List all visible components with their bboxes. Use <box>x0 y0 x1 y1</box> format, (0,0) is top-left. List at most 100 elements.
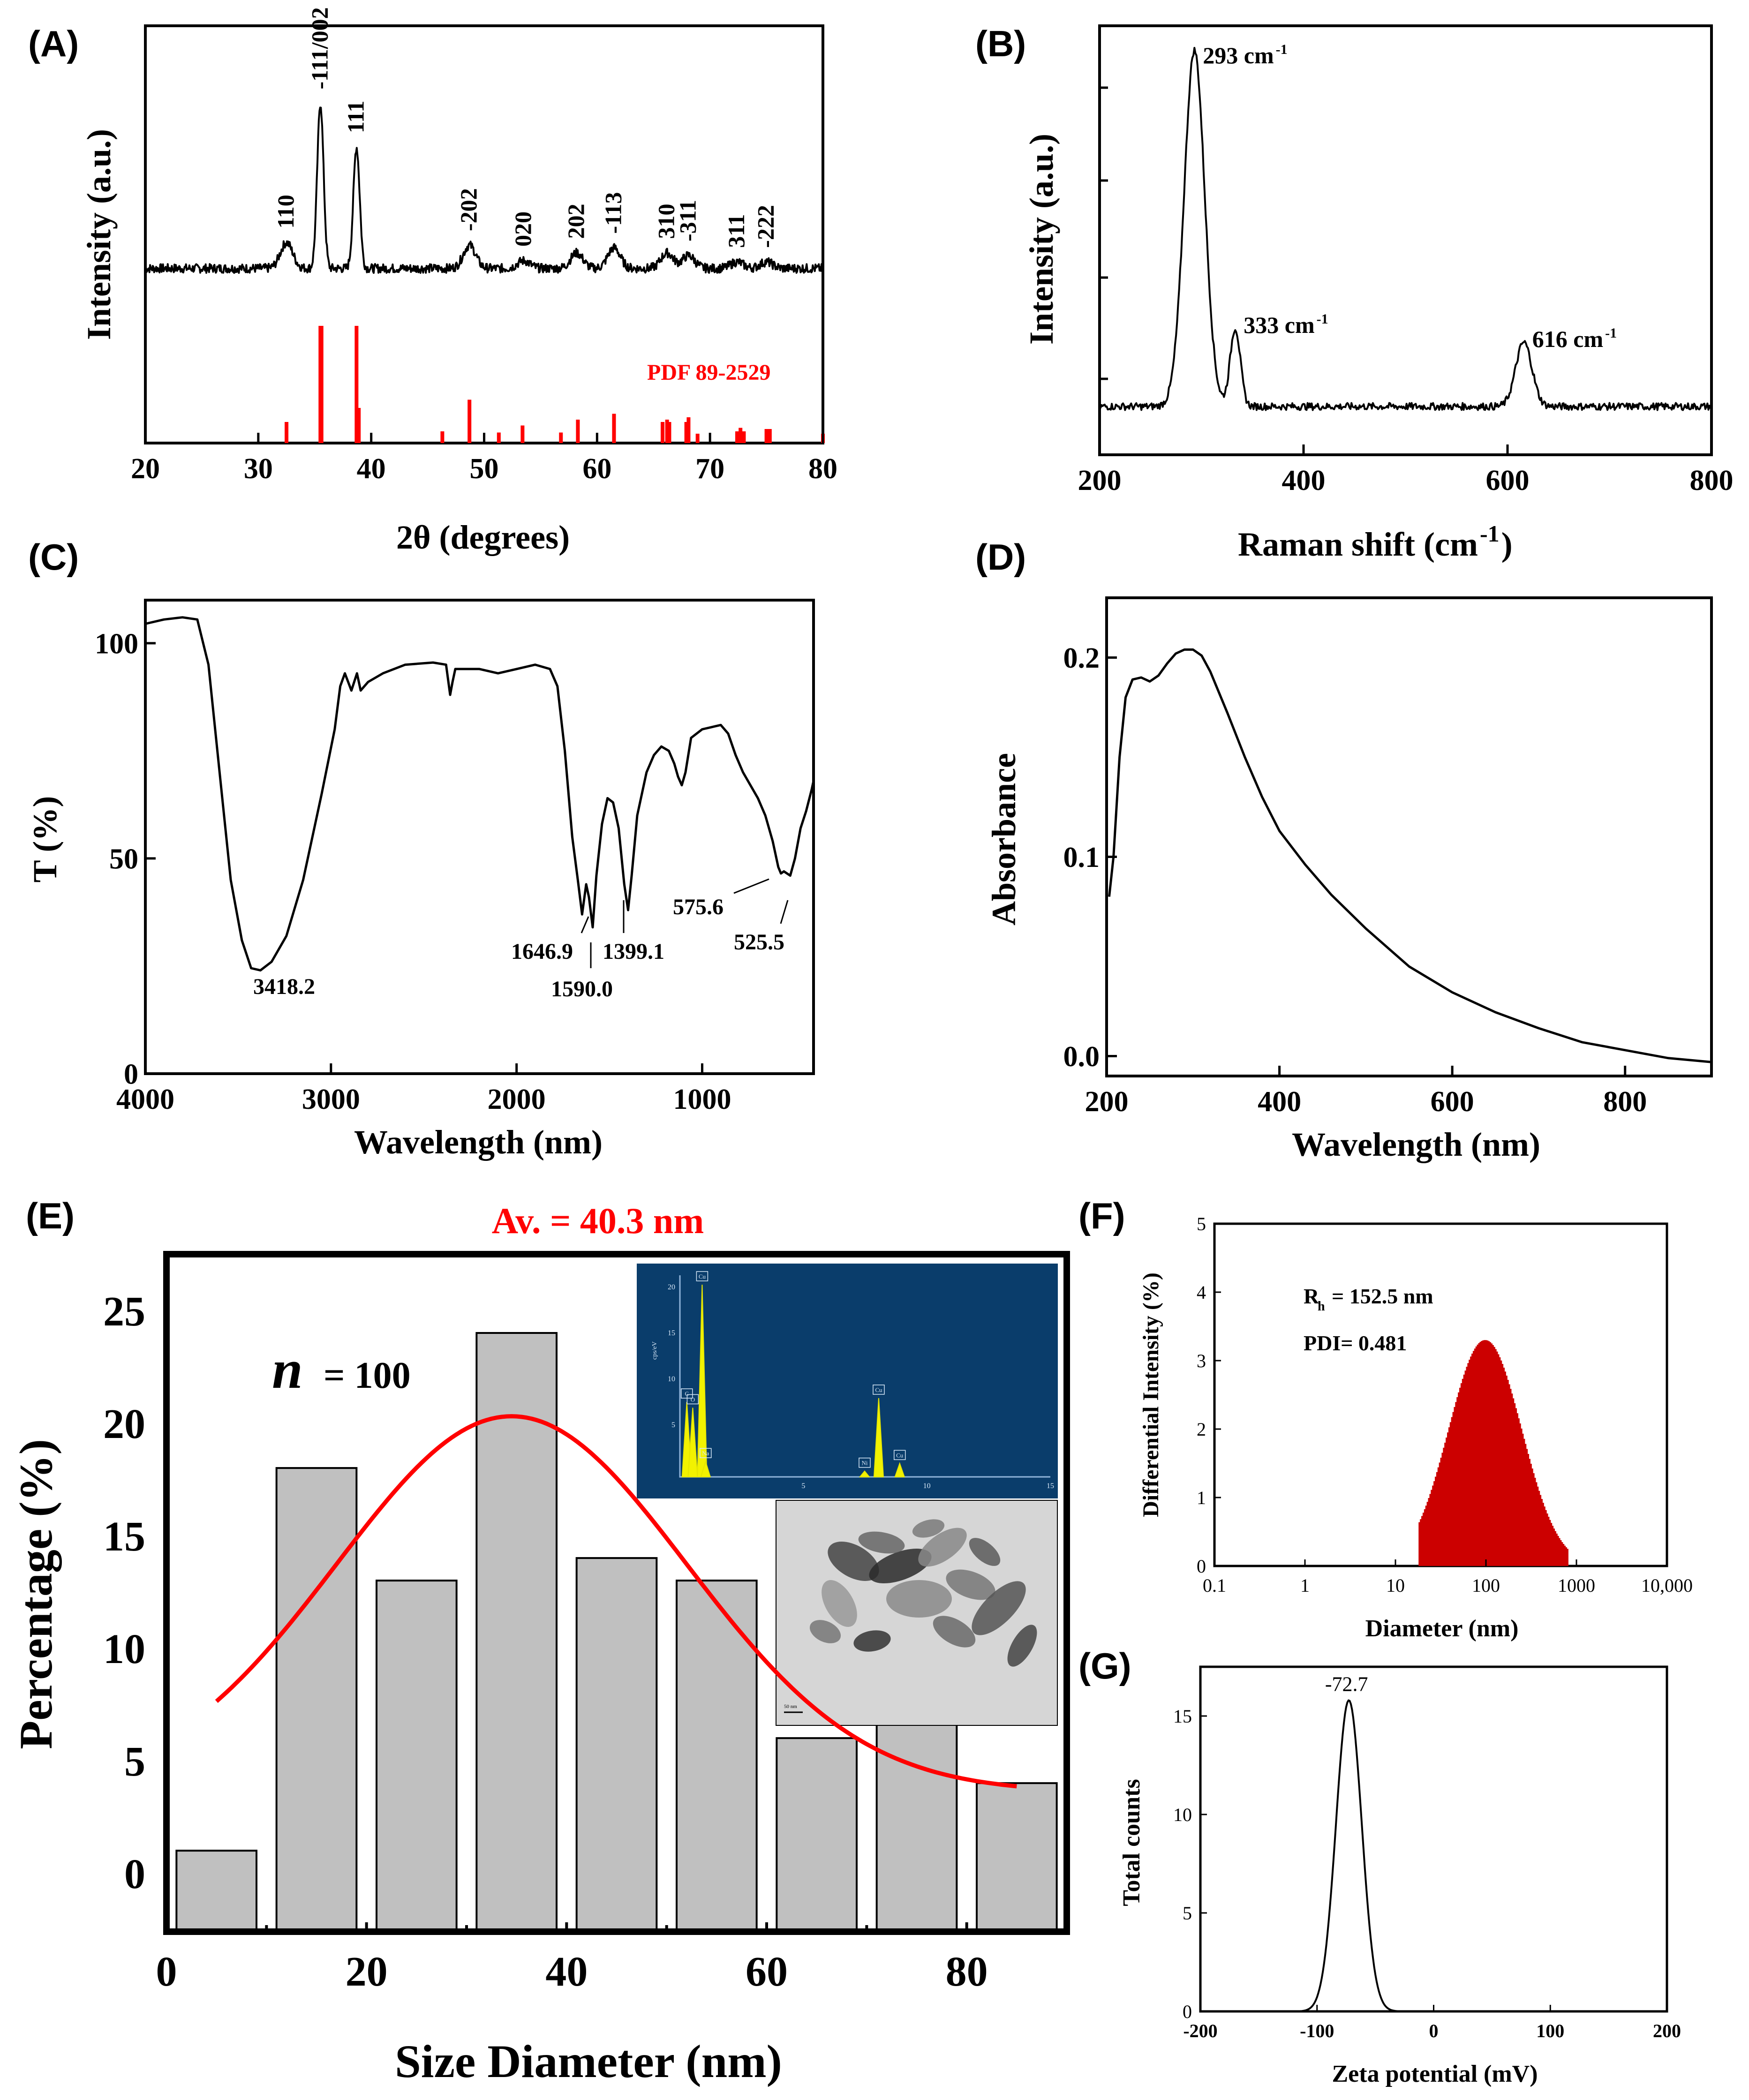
size-distribution-bar <box>1512 1398 1515 1566</box>
size-distribution-bar <box>1550 1523 1553 1566</box>
size-distribution-bar <box>1429 1494 1432 1566</box>
size-distribution-bar <box>1531 1468 1533 1566</box>
zeta-peak-annotation: -72.7 <box>1325 1672 1368 1695</box>
size-distribution-bar <box>1497 1354 1500 1566</box>
panel-c-ftir: (C) 3418.2 1646.9 1590.0 1399.1 575.6 525.5 400… <box>26 536 815 1161</box>
size-distribution-bar <box>1424 1509 1426 1566</box>
size-distribution-bar <box>1501 1364 1504 1566</box>
pdi-value: PDI= 0.481 <box>1304 1331 1407 1355</box>
y-tick-label: 50 <box>109 843 138 875</box>
x-tick-label: 60 <box>746 1949 788 1995</box>
plot-frame <box>1105 596 1713 1077</box>
eds-background <box>637 1264 1058 1498</box>
band-arrow <box>580 916 589 933</box>
size-distribution-bar <box>1425 1505 1428 1566</box>
size-distribution-bar <box>1458 1392 1460 1566</box>
size-distribution-bar <box>1532 1473 1535 1566</box>
inset-tem-image: 50 nm <box>776 1500 1058 1726</box>
y-tick-label: 10 <box>103 1626 145 1672</box>
x-tick-label: 70 <box>695 453 724 485</box>
eds-peak-label: Na <box>702 1450 709 1457</box>
y-tick-label: 20 <box>103 1401 145 1447</box>
tem-particle <box>869 1549 932 1583</box>
size-distribution-bar <box>1566 1549 1568 1566</box>
x-tick-label: 80 <box>808 453 837 485</box>
tem-particle <box>918 1528 967 1567</box>
size-distribution-bar <box>1454 1407 1456 1566</box>
x-tick-label: 20 <box>131 453 160 485</box>
size-distribution-bar <box>1536 1486 1539 1566</box>
y-axis-label: Differential Intensity (%) <box>1138 1272 1163 1517</box>
eds-y-tick: 5 <box>671 1421 675 1429</box>
panel-label: (D) <box>975 536 1026 578</box>
size-distribution-bar <box>1542 1503 1544 1566</box>
size-distribution-bar <box>1493 1347 1495 1566</box>
size-distribution-bar <box>1462 1378 1464 1566</box>
size-distribution-bar <box>1464 1370 1467 1566</box>
x-tick-label: -100 <box>1300 2020 1334 2041</box>
size-distribution-bar <box>1539 1495 1542 1566</box>
peak-index-label: 202 <box>563 204 589 239</box>
size-distribution-bar <box>1524 1444 1527 1566</box>
x-tick-label: 400 <box>1258 1086 1301 1118</box>
size-distribution-bar <box>1486 1340 1489 1566</box>
y-tick-label: 15 <box>1173 1706 1192 1727</box>
x-tick-label: 600 <box>1431 1086 1474 1118</box>
bar-clip-mask <box>162 1934 1071 2027</box>
size-distribution-bar <box>1479 1342 1482 1566</box>
panel-label: (C) <box>28 536 79 578</box>
tem-particle <box>969 1538 1001 1566</box>
eds-peak-label-box <box>686 1394 699 1405</box>
tem-particle <box>933 1616 976 1648</box>
size-distribution-bar <box>1478 1343 1480 1566</box>
band-arrow <box>733 878 769 894</box>
x-axis-label: Raman shift (cm <box>1238 526 1478 563</box>
x-tick-label: 1 <box>1300 1575 1310 1596</box>
size-distribution-bar <box>1466 1367 1468 1566</box>
band-annotation: 575.6 <box>673 895 724 919</box>
size-distribution-bar <box>1472 1351 1475 1566</box>
eds-peak <box>687 1408 698 1477</box>
y-axis-label: Total counts <box>1118 1779 1145 1906</box>
ftir-spectrum <box>145 616 815 972</box>
eds-peak-label-box <box>859 1457 871 1468</box>
eds-y-tick: 10 <box>668 1375 675 1383</box>
tem-particle <box>828 1541 879 1581</box>
size-distribution-bar <box>1456 1397 1459 1566</box>
x-tick-label: 100 <box>1472 1575 1500 1596</box>
size-distribution-bar <box>1510 1393 1513 1566</box>
hydrodynamic-radius-value: = 152.5 nm <box>1332 1284 1433 1308</box>
histogram-bar <box>875 1715 958 1954</box>
size-distribution-bar <box>1482 1340 1485 1566</box>
band-annotation: 1399.1 <box>603 939 664 964</box>
size-distribution-bar <box>1489 1342 1492 1566</box>
size-distribution-bar <box>1470 1356 1472 1566</box>
size-distribution-bar <box>1469 1360 1471 1566</box>
size-distribution-bar <box>1528 1459 1530 1566</box>
y-tick-label: 3 <box>1197 1350 1206 1371</box>
size-distribution-bar <box>1502 1367 1505 1566</box>
size-distribution-bar <box>1434 1476 1437 1566</box>
eds-x-tick: 10 <box>923 1482 931 1490</box>
size-distribution-bar <box>1490 1343 1493 1566</box>
y-tick-label: 5 <box>1197 1213 1206 1234</box>
size-distribution-bar <box>1428 1498 1431 1566</box>
tem-particle <box>972 1581 1026 1635</box>
size-distribution-bar <box>1440 1458 1443 1566</box>
size-distribution-bar <box>1467 1363 1470 1566</box>
y-tick-label: 0.1 <box>1063 842 1100 873</box>
size-distribution-bar <box>1449 1422 1452 1566</box>
eds-x-tick: 15 <box>1047 1482 1054 1490</box>
size-distribution-bar <box>1505 1375 1508 1566</box>
y-tick-label: 2 <box>1197 1419 1206 1440</box>
x-tick-label: 60 <box>582 453 611 485</box>
peak-index-label: 311 <box>723 214 749 248</box>
histogram-bar <box>976 1782 1058 1954</box>
plot-frame <box>1098 24 1713 456</box>
size-distribution-bar <box>1517 1418 1520 1566</box>
size-distribution-bar <box>1420 1519 1422 1566</box>
size-distribution-bar <box>1540 1499 1543 1566</box>
size-distribution-bar <box>1530 1463 1532 1566</box>
x-axis-label: Wavelength (nm) <box>354 1123 603 1161</box>
